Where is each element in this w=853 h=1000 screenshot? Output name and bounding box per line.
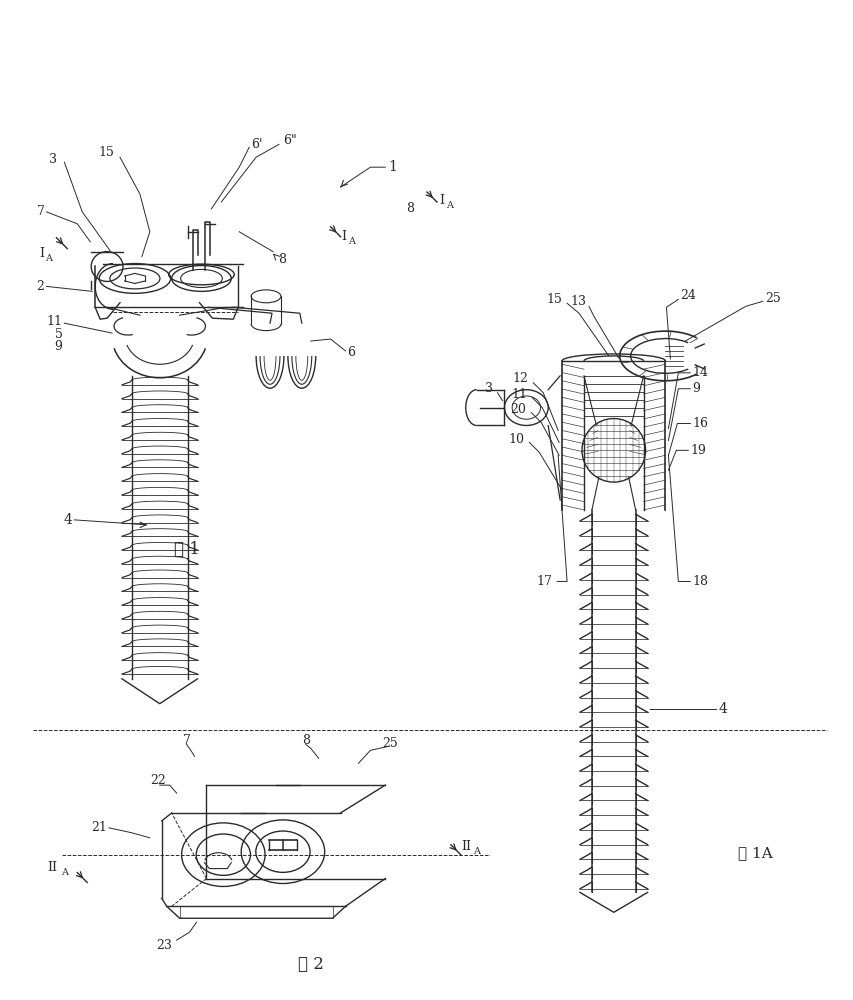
- Text: 9: 9: [692, 382, 699, 395]
- Text: 11: 11: [46, 315, 62, 328]
- Text: 4: 4: [717, 702, 726, 716]
- Text: A: A: [473, 847, 479, 856]
- Text: 6: 6: [347, 346, 355, 359]
- Text: 3: 3: [49, 153, 57, 166]
- Text: 7: 7: [183, 734, 190, 747]
- Text: 7: 7: [37, 205, 44, 218]
- Text: 3: 3: [484, 382, 492, 395]
- Text: 6": 6": [282, 134, 296, 147]
- Text: 16: 16: [692, 417, 707, 430]
- Text: 25: 25: [382, 737, 397, 750]
- Text: 9: 9: [55, 340, 62, 353]
- Text: 13: 13: [569, 295, 585, 308]
- Text: A: A: [348, 237, 355, 246]
- Text: 图 1: 图 1: [173, 541, 200, 558]
- Text: I: I: [438, 194, 444, 207]
- Text: 11: 11: [511, 388, 526, 401]
- Text: 2: 2: [37, 280, 44, 293]
- Text: 14: 14: [692, 366, 707, 379]
- Text: 4: 4: [63, 513, 73, 527]
- Text: 20: 20: [510, 403, 525, 416]
- Text: 25: 25: [764, 292, 780, 305]
- Text: 22: 22: [149, 774, 165, 787]
- Text: 6': 6': [251, 138, 263, 151]
- Text: 21: 21: [91, 821, 107, 834]
- Text: 图 1A: 图 1A: [737, 846, 772, 860]
- Text: 5: 5: [55, 328, 62, 341]
- Text: 23: 23: [155, 939, 171, 952]
- Text: 18: 18: [692, 575, 707, 588]
- Text: A: A: [445, 201, 452, 210]
- Text: 8: 8: [406, 202, 414, 215]
- Text: II: II: [461, 840, 471, 853]
- Text: 图 2: 图 2: [298, 956, 323, 973]
- Text: 12: 12: [512, 372, 528, 385]
- Text: A: A: [61, 868, 68, 877]
- Text: 19: 19: [689, 444, 705, 457]
- Text: 10: 10: [508, 433, 524, 446]
- Text: 8: 8: [277, 253, 286, 266]
- Text: 24: 24: [680, 289, 695, 302]
- Text: II: II: [48, 861, 57, 874]
- Text: I: I: [39, 247, 44, 260]
- Text: 17: 17: [536, 575, 552, 588]
- Text: 8: 8: [301, 734, 310, 747]
- Text: I: I: [341, 230, 346, 243]
- Text: 15: 15: [546, 293, 561, 306]
- Text: A: A: [45, 254, 52, 263]
- Text: 1: 1: [388, 160, 397, 174]
- Text: 15: 15: [98, 146, 114, 159]
